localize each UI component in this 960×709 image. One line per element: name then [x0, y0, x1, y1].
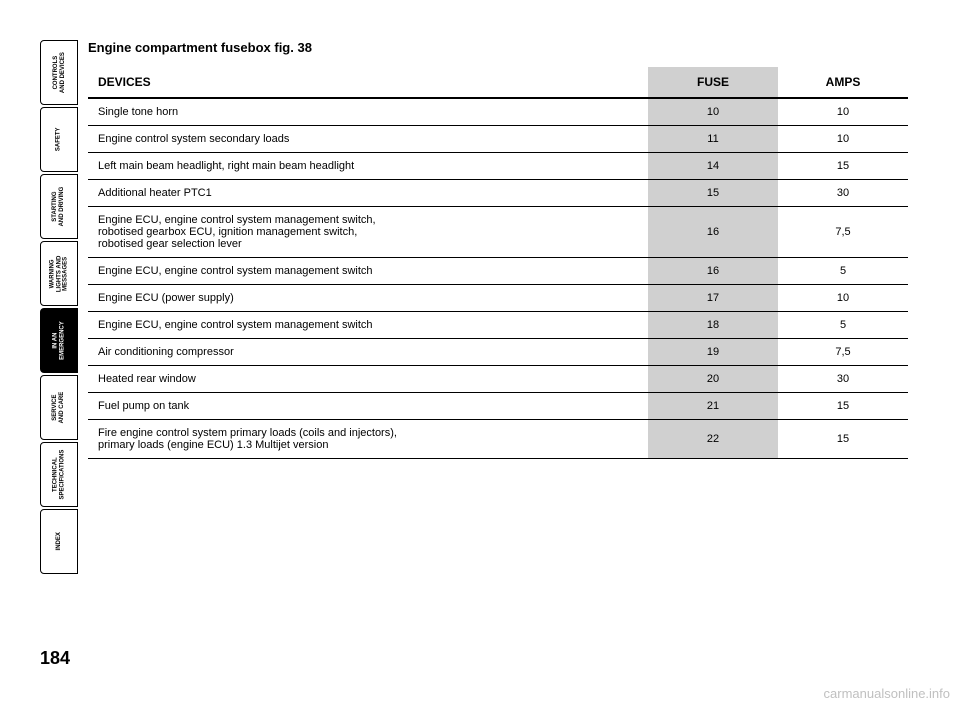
cell-amps: 7,5 [778, 207, 908, 258]
cell-device: Fuel pump on tank [88, 393, 648, 420]
cell-fuse: 17 [648, 285, 778, 312]
sidebar-tab-4[interactable]: IN ANEMERGENCY [40, 308, 78, 373]
cell-amps: 5 [778, 312, 908, 339]
sidebar-tab-label: TECHNICALSPECIFICATIONS [52, 450, 65, 500]
cell-fuse: 14 [648, 153, 778, 180]
sidebar-tab-label: WARNINGLIGHTS ANDMESSAGES [49, 255, 69, 291]
sidebar-tab-1[interactable]: SAFETY [40, 107, 78, 172]
table-row: Engine ECU, engine control system manage… [88, 207, 908, 258]
table-row: Heated rear window2030 [88, 366, 908, 393]
table-row: Additional heater PTC11530 [88, 180, 908, 207]
sidebar-tab-label: STARTINGAND DRIVING [52, 187, 65, 227]
header-amps: AMPS [778, 67, 908, 98]
cell-device: Fire engine control system primary loads… [88, 420, 648, 459]
cell-amps: 15 [778, 153, 908, 180]
table-row: Engine ECU (power supply)1710 [88, 285, 908, 312]
cell-fuse: 15 [648, 180, 778, 207]
cell-device: Engine ECU, engine control system manage… [88, 258, 648, 285]
cell-amps: 30 [778, 366, 908, 393]
sidebar-tab-label: IN ANEMERGENCY [52, 321, 65, 360]
cell-amps: 15 [778, 393, 908, 420]
cell-fuse: 19 [648, 339, 778, 366]
sidebar-tab-6[interactable]: TECHNICALSPECIFICATIONS [40, 442, 78, 507]
section-title: Engine compartment fusebox fig. 38 [88, 40, 908, 55]
header-fuse: FUSE [648, 67, 778, 98]
cell-fuse: 18 [648, 312, 778, 339]
cell-device: Engine ECU (power supply) [88, 285, 648, 312]
sidebar-tab-label: SAFETY [56, 128, 63, 152]
sidebar-tab-3[interactable]: WARNINGLIGHTS ANDMESSAGES [40, 241, 78, 306]
page-container: CONTROLSAND DEVICES SAFETY STARTINGAND DRI… [40, 40, 920, 660]
cell-amps: 5 [778, 258, 908, 285]
table-body: Single tone horn1010Engine control syste… [88, 98, 908, 459]
cell-amps: 30 [778, 180, 908, 207]
cell-amps: 10 [778, 126, 908, 153]
header-devices: DEVICES [88, 67, 648, 98]
cell-fuse: 20 [648, 366, 778, 393]
cell-fuse: 16 [648, 207, 778, 258]
sidebar-tabs: CONTROLSAND DEVICES SAFETY STARTINGAND DRI… [40, 40, 78, 610]
cell-device: Additional heater PTC1 [88, 180, 648, 207]
cell-amps: 10 [778, 98, 908, 126]
cell-device: Heated rear window [88, 366, 648, 393]
table-row: Fire engine control system primary loads… [88, 420, 908, 459]
sidebar-tab-0[interactable]: CONTROLSAND DEVICES [40, 40, 78, 105]
cell-fuse: 11 [648, 126, 778, 153]
table-row: Engine control system secondary loads111… [88, 126, 908, 153]
cell-device: Left main beam headlight, right main bea… [88, 153, 648, 180]
cell-amps: 15 [778, 420, 908, 459]
sidebar-tab-7[interactable]: INDEX [40, 509, 78, 574]
main-content: Engine compartment fusebox fig. 38 DEVIC… [88, 40, 908, 459]
cell-device: Single tone horn [88, 98, 648, 126]
table-row: Single tone horn1010 [88, 98, 908, 126]
sidebar-tab-5[interactable]: SERVICEAND CARE [40, 375, 78, 440]
cell-device: Engine ECU, engine control system manage… [88, 312, 648, 339]
cell-fuse: 22 [648, 420, 778, 459]
sidebar-tab-label: INDEX [56, 532, 63, 550]
cell-device: Engine ECU, engine control system manage… [88, 207, 648, 258]
sidebar-tab-label: SERVICEAND CARE [52, 392, 65, 424]
fuse-table: DEVICES FUSE AMPS Single tone horn1010En… [88, 67, 908, 459]
page-number: 184 [40, 648, 70, 669]
table-header-row: DEVICES FUSE AMPS [88, 67, 908, 98]
cell-device: Engine control system secondary loads [88, 126, 648, 153]
cell-amps: 10 [778, 285, 908, 312]
sidebar-tab-2[interactable]: STARTINGAND DRIVING [40, 174, 78, 239]
table-row: Left main beam headlight, right main bea… [88, 153, 908, 180]
table-row: Fuel pump on tank2115 [88, 393, 908, 420]
table-row: Engine ECU, engine control system manage… [88, 258, 908, 285]
table-row: Air conditioning compressor197,5 [88, 339, 908, 366]
cell-fuse: 21 [648, 393, 778, 420]
cell-device: Air conditioning compressor [88, 339, 648, 366]
cell-fuse: 16 [648, 258, 778, 285]
watermark: carmanualsonline.info [824, 686, 950, 701]
table-row: Engine ECU, engine control system manage… [88, 312, 908, 339]
cell-amps: 7,5 [778, 339, 908, 366]
cell-fuse: 10 [648, 98, 778, 126]
sidebar-tab-label: CONTROLSAND DEVICES [52, 52, 65, 93]
